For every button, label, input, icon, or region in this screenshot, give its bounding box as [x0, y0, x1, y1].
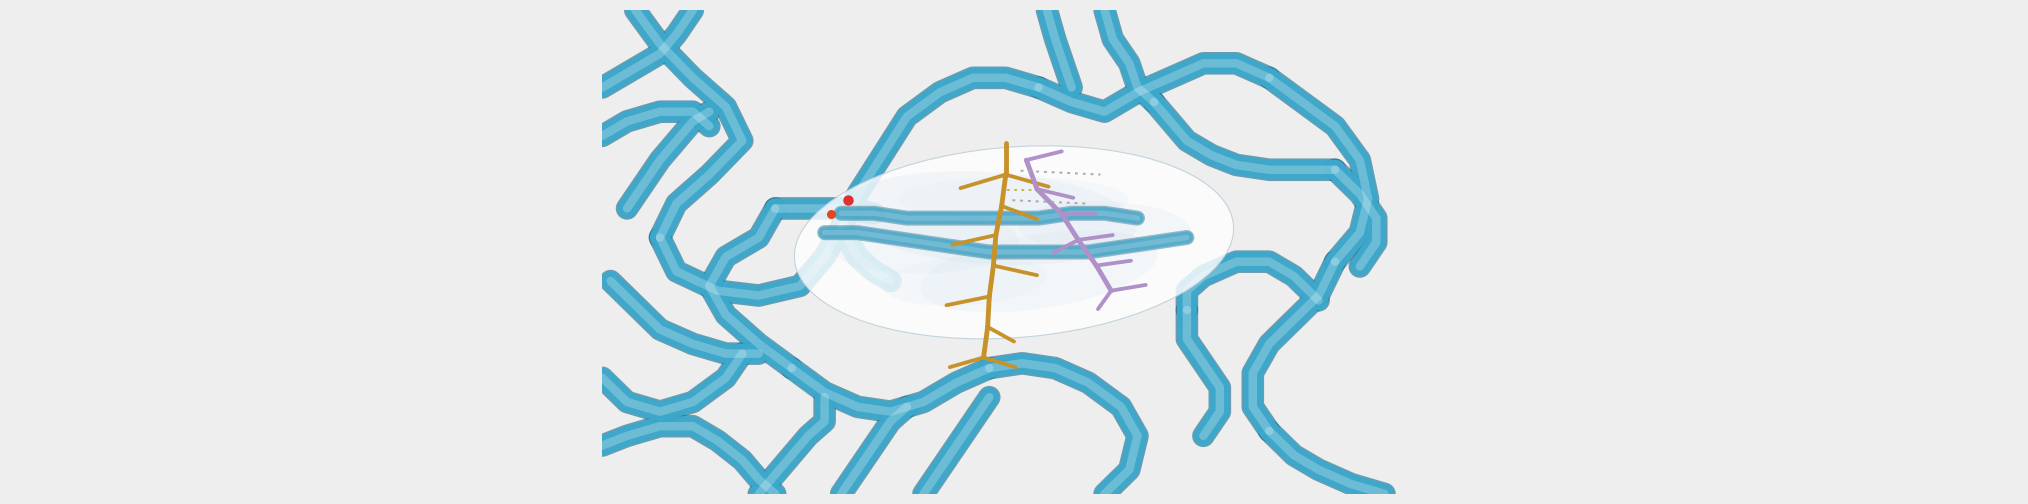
Ellipse shape	[898, 177, 1130, 221]
Ellipse shape	[795, 146, 1233, 339]
Ellipse shape	[842, 171, 1136, 265]
Ellipse shape	[1018, 201, 1190, 255]
Ellipse shape	[882, 256, 1046, 306]
Ellipse shape	[921, 230, 1158, 312]
Ellipse shape	[829, 211, 1018, 274]
